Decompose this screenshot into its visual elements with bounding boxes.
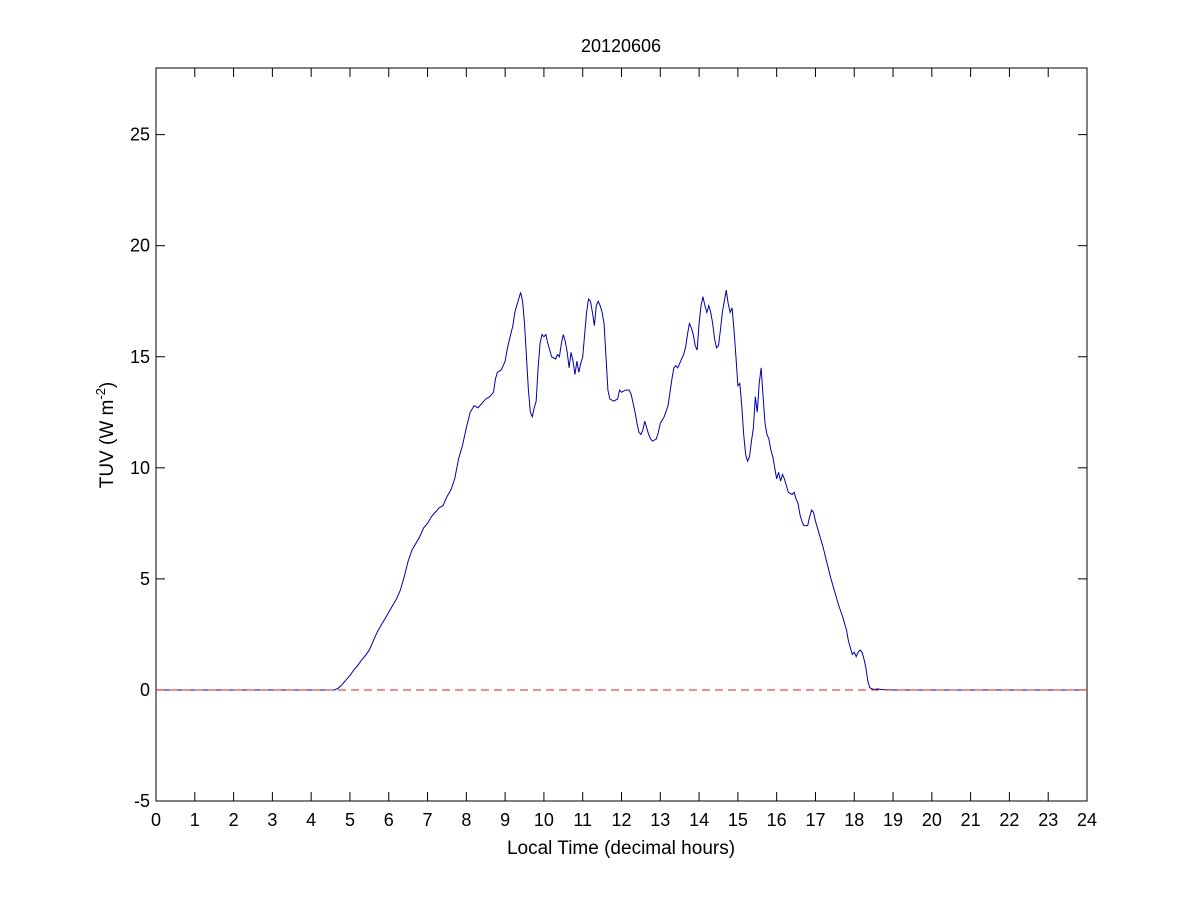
- x-tick-label: 8: [461, 810, 471, 830]
- tuv-series-line: [156, 290, 1087, 691]
- x-tick-label: 3: [267, 810, 277, 830]
- x-tick-label: 23: [1038, 810, 1058, 830]
- y-tick-label: 25: [130, 125, 150, 145]
- x-tick-label: 13: [650, 810, 670, 830]
- x-tick-label: 19: [883, 810, 903, 830]
- y-tick-label: -5: [134, 791, 150, 811]
- x-tick-label: 5: [345, 810, 355, 830]
- y-tick-label: 15: [130, 347, 150, 367]
- x-tick-label: 1: [190, 810, 200, 830]
- x-tick-label: 9: [500, 810, 510, 830]
- y-axis-label: TUV (W m-2): [93, 382, 118, 489]
- x-tick-label: 17: [805, 810, 825, 830]
- x-tick-label: 22: [999, 810, 1019, 830]
- x-tick-label: 15: [728, 810, 748, 830]
- x-tick-label: 18: [844, 810, 864, 830]
- x-tick-label: 24: [1077, 810, 1097, 830]
- x-tick-label: 21: [961, 810, 981, 830]
- x-tick-label: 20: [922, 810, 942, 830]
- axis-ticks: 0 1 2 3 4 5 6 7 8 9 10 11 12 13 14 15 16 17 18 19 20 21 22 23 24…: [130, 68, 1097, 830]
- x-axis-label: Local Time (decimal hours): [507, 838, 735, 859]
- y-tick-label: 5: [140, 569, 150, 589]
- x-tick-label: 6: [384, 810, 394, 830]
- x-tick-label: 16: [767, 810, 787, 830]
- x-tick-label: 7: [423, 810, 433, 830]
- x-tick-label: 2: [229, 810, 239, 830]
- x-tick-label: 10: [534, 810, 554, 830]
- y-tick-label: 20: [130, 236, 150, 256]
- y-axis-label-suffix: ): [97, 382, 118, 388]
- chart-title: 20120606: [581, 36, 661, 56]
- plot-area: [155, 67, 1088, 802]
- y-tick-label: 0: [140, 680, 150, 700]
- data-series: [156, 290, 1087, 691]
- x-tick-label: 11: [573, 810, 592, 830]
- y-tick-label: 10: [130, 458, 150, 478]
- y-axis-label-main: TUV (W m: [97, 400, 118, 489]
- x-tick-label: 0: [151, 810, 161, 830]
- y-axis-label-superscript: -2: [93, 388, 108, 400]
- x-tick-label: 4: [306, 810, 316, 830]
- x-tick-label: 14: [689, 810, 709, 830]
- x-tick-label: 12: [611, 810, 631, 830]
